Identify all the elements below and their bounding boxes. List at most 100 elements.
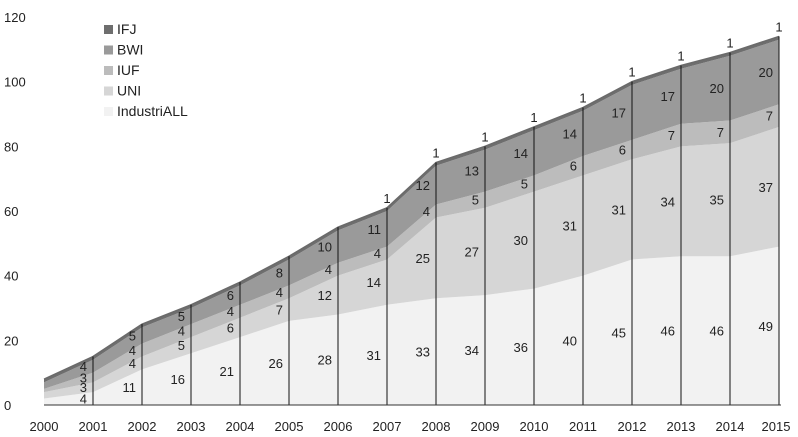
data-label-bwi: 14: [563, 126, 577, 141]
data-label-uni: 27: [465, 244, 479, 259]
legend-swatch-bwi: [104, 45, 113, 55]
data-label-bwi: 17: [612, 105, 626, 120]
data-label-iuf: 4: [227, 304, 234, 319]
x-tick-label: 2009: [471, 419, 500, 434]
data-label-industriall: 33: [416, 345, 430, 360]
data-label-iuf: 4: [325, 262, 332, 277]
data-label-industriall: 4: [80, 392, 87, 407]
data-label-uni: 5: [178, 338, 185, 353]
data-label-ifj: 1: [726, 36, 733, 51]
x-tick-label: 2012: [618, 419, 647, 434]
data-label-iuf: 4: [276, 285, 283, 300]
y-tick-label: 40: [4, 269, 18, 284]
data-label-uni: 3: [80, 380, 87, 395]
area-layers: [43, 35, 780, 405]
legend-label-uni: UNI: [117, 83, 141, 99]
data-label-bwi: 5: [178, 309, 185, 324]
x-tick-label: 2005: [275, 419, 304, 434]
data-label-bwi: 12: [416, 178, 430, 193]
data-label-industriall: 40: [563, 333, 577, 348]
data-label-bwi: 20: [710, 81, 724, 96]
legend-label-industriall: IndustriALL: [117, 103, 188, 119]
y-tick-label: 80: [4, 139, 18, 154]
data-label-bwi: 4: [80, 359, 87, 374]
data-label-uni: 37: [759, 180, 773, 195]
data-label-uni: 25: [416, 251, 430, 266]
legend-label-bwi: BWI: [117, 42, 143, 58]
data-label-ifj: 1: [432, 146, 439, 161]
legend: IFJ BWI IUF UNI IndustriALL: [104, 21, 188, 119]
area-bwi: [44, 39, 779, 389]
legend-label-iuf: IUF: [117, 62, 140, 78]
data-label-uni: 31: [612, 202, 626, 217]
x-tick-label: 2015: [762, 419, 791, 434]
area-iuf: [44, 104, 779, 393]
data-label-bwi: 13: [465, 164, 479, 179]
data-label-ifj: 1: [383, 191, 390, 206]
data-label-industriall: 49: [759, 319, 773, 334]
legend-label-ifj: IFJ: [117, 21, 136, 37]
y-tick-label: 120: [4, 10, 26, 25]
y-tick-label: 100: [4, 75, 26, 90]
data-label-industriall: 21: [220, 364, 234, 379]
y-tick-label: 60: [4, 204, 18, 219]
data-label-bwi: 14: [514, 146, 528, 161]
area-industriall: [44, 246, 779, 405]
x-tick-label: 2000: [30, 419, 59, 434]
data-label-iuf: 3: [80, 371, 87, 386]
legend-swatch-industriall: [104, 107, 113, 116]
x-tick-label: 2001: [79, 419, 108, 434]
data-label-ifj: 1: [775, 19, 782, 34]
data-label-iuf: 5: [521, 177, 528, 192]
legend-swatch-iuf: [104, 66, 113, 75]
data-label-bwi: 10: [318, 240, 332, 255]
data-label-industriall: 36: [514, 340, 528, 355]
data-label-ifj: 1: [481, 129, 488, 144]
legend-swatch-ifj: [104, 25, 113, 34]
data-label-industriall: 16: [171, 372, 185, 387]
x-tick-label: 2007: [373, 419, 402, 434]
data-label-iuf: 7: [717, 125, 724, 140]
data-label-ifj: 1: [628, 65, 635, 80]
data-label-uni: 4: [129, 356, 136, 371]
data-label-uni: 7: [276, 303, 283, 318]
data-label-industriall: 26: [269, 356, 283, 371]
data-label-industriall: 46: [710, 324, 724, 339]
data-label-ifj: 1: [530, 110, 537, 125]
y-tick-label: 20: [4, 333, 18, 348]
stack-top-outline: [43, 35, 780, 380]
data-label-bwi: 17: [661, 89, 675, 104]
area-uni: [44, 126, 779, 399]
data-label-uni: 30: [514, 233, 528, 248]
x-tick-label: 2014: [716, 419, 745, 434]
data-label-industriall: 11: [123, 380, 137, 395]
data-label-industriall: 34: [465, 343, 479, 358]
data-label-iuf: 6: [570, 159, 577, 174]
data-label-bwi: 8: [276, 265, 283, 280]
y-tick-label: 0: [4, 398, 11, 413]
data-label-industriall: 28: [318, 353, 332, 368]
legend-swatch-uni: [104, 86, 113, 96]
data-label-industriall: 31: [367, 348, 381, 363]
data-label-uni: 6: [227, 320, 234, 335]
data-label-industriall: 46: [661, 324, 675, 339]
data-label-iuf: 4: [129, 343, 136, 358]
data-label-uni: 14: [367, 275, 381, 290]
data-label-iuf: 4: [374, 246, 381, 261]
x-tick-label: 2002: [128, 419, 157, 434]
data-label-industriall: 45: [612, 325, 626, 340]
data-label-iuf: 6: [619, 143, 626, 158]
x-tick-label: 2006: [324, 419, 353, 434]
x-tick-label: 2004: [226, 419, 255, 434]
data-label-bwi: 5: [129, 328, 136, 343]
data-label-ifj: 1: [579, 91, 586, 106]
data-label-iuf: 7: [668, 128, 675, 143]
data-label-iuf: 7: [766, 109, 773, 124]
data-label-bwi: 11: [368, 222, 382, 237]
data-label-uni: 31: [563, 219, 577, 234]
x-tick-label: 2003: [177, 419, 206, 434]
data-label-iuf: 4: [178, 324, 185, 339]
